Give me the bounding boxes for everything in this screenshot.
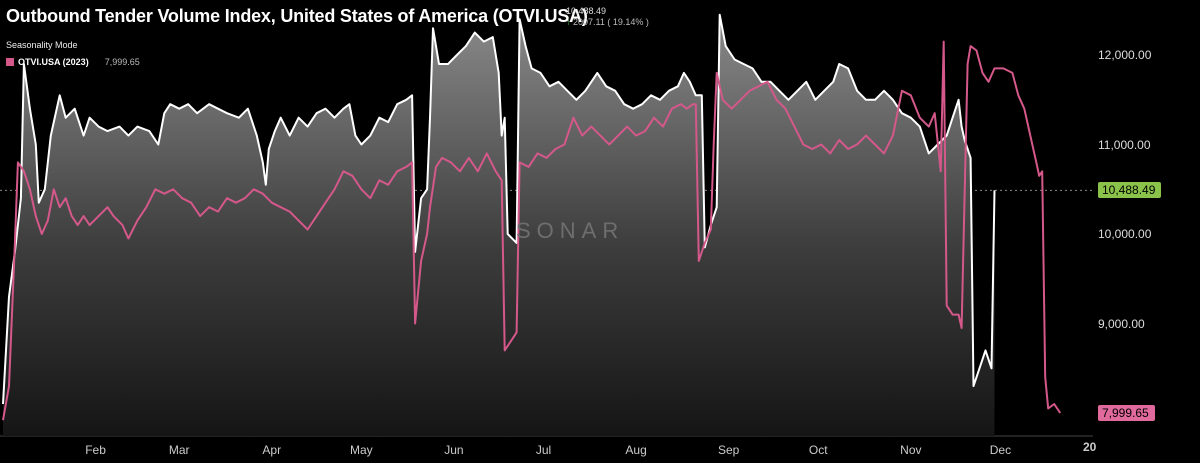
y-tick-label: 12,000.00 xyxy=(1098,48,1152,62)
current-value-badge: 10,488.49 xyxy=(1098,182,1162,199)
current-series-line xyxy=(2,13,996,405)
x-tick-label: Jul xyxy=(535,443,552,457)
sonar-watermark: SONAR xyxy=(516,218,625,243)
change-value: 2007.11 ( 19.14% ) xyxy=(573,17,649,27)
legend-value: 7,999.65 xyxy=(104,57,140,67)
last-value: 10,488.49 xyxy=(566,6,607,16)
x-tick-label: May xyxy=(350,443,373,457)
legend-entry[interactable]: OTVI.USA (2023) 7,999.65 xyxy=(6,57,140,67)
prev-year-series-line xyxy=(2,40,1062,421)
arrow-up-icon: ↑ xyxy=(566,17,571,27)
year-label: 20 xyxy=(1083,440,1097,454)
x-tick-label: Apr xyxy=(262,443,282,457)
y-tick-label: 10,000.00 xyxy=(1098,227,1152,241)
legend-swatch xyxy=(6,58,14,66)
last-value-block: 10,488.49 ↑ 2007.11 ( 19.14% ) xyxy=(566,6,649,28)
y-tick-label: 9,000.00 xyxy=(1098,316,1145,331)
x-tick-label: Jun xyxy=(444,443,464,457)
y-tick-label: 11,000.00 xyxy=(1098,137,1151,152)
x-tick-label: Dec xyxy=(989,443,1012,457)
legend-name: OTVI.USA (2023) xyxy=(18,57,89,67)
seasonality-mode-label: Seasonality Mode xyxy=(6,40,78,50)
x-tick-label: Nov xyxy=(900,443,922,457)
x-tick-label: Mar xyxy=(168,443,190,457)
x-tick-label: Feb xyxy=(85,443,106,457)
chart-title: Outbound Tender Volume Index, United Sta… xyxy=(6,6,588,26)
x-tick-label: Aug xyxy=(625,443,647,457)
x-tick-label: Oct xyxy=(808,443,828,457)
x-tick-label: Sep xyxy=(717,443,740,457)
prev-year-value-badge: 7,999.65 xyxy=(1098,405,1155,421)
